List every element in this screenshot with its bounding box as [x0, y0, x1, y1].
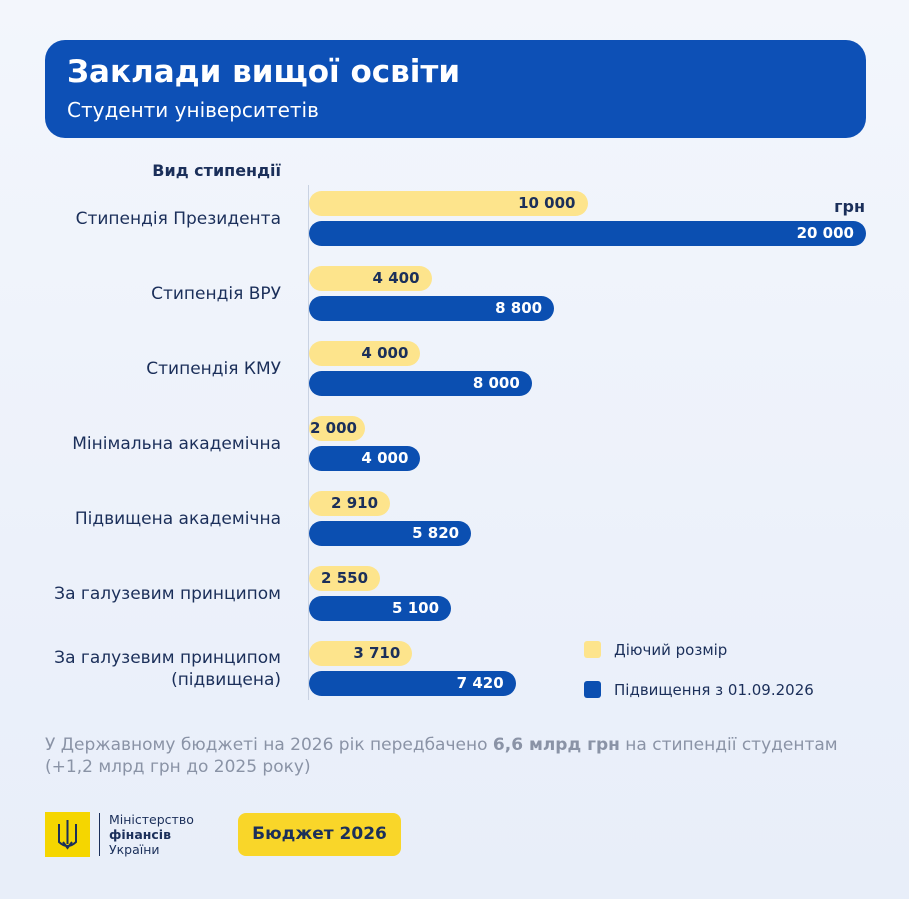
unit-label: грн: [834, 197, 865, 216]
budget-button[interactable]: Бюджет 2026: [238, 813, 401, 856]
value-label: 7 420: [456, 674, 504, 692]
logo-divider: [99, 813, 100, 856]
value-label: 2 550: [321, 569, 369, 587]
value-label: 2 910: [331, 494, 379, 512]
value-label: 3 710: [353, 644, 401, 662]
value-label: 5 100: [392, 599, 440, 617]
note-text: на стипендії студентам (+1,2 млрд грн до…: [45, 735, 838, 777]
bar: [309, 521, 472, 546]
bar: [309, 566, 381, 591]
category-label: За галузевим принципом: [54, 583, 281, 604]
logo-text: Міністерство фінансів України: [109, 812, 194, 857]
bar: [309, 446, 421, 471]
axis-label: Вид стипендії: [152, 161, 281, 180]
bar: [309, 671, 516, 696]
legend-label: Діючий розмір: [614, 641, 728, 659]
legend-swatch: [584, 641, 601, 658]
chart-title: Заклади вищої освіти: [67, 54, 461, 90]
bar: [309, 341, 421, 366]
value-label: 4 000: [361, 344, 409, 362]
category-label: За галузевим принципом (підвищена): [54, 647, 281, 690]
category-label: Стипендія ВРУ: [151, 283, 281, 304]
value-label: 2 000: [310, 419, 357, 437]
note-bold: 6,6 млрд грн: [492, 735, 620, 755]
axis-line: [308, 185, 309, 700]
note-text: У Державному бюджеті на 2026 рік передба…: [45, 735, 493, 755]
chart-subtitle: Студенти університетів: [67, 98, 319, 122]
bar: [309, 296, 555, 321]
bar: [309, 266, 432, 291]
value-label: 10 000: [518, 194, 576, 212]
value-label: 4 400: [372, 269, 420, 287]
bar: [309, 596, 452, 621]
bar: [309, 371, 532, 396]
logo-line: України: [109, 842, 160, 857]
value-label: 8 800: [495, 299, 543, 317]
bar: [309, 491, 391, 516]
value-label: 20 000: [796, 224, 854, 242]
footnote: У Державному бюджеті на 2026 рік передба…: [45, 734, 845, 778]
legend-label: Підвищення з 01.09.2026: [614, 681, 814, 699]
logo-mark: [45, 812, 90, 857]
trident: [58, 820, 77, 850]
legend-swatch: [584, 681, 601, 698]
header: Заклади вищої освіти Студенти університе…: [45, 40, 866, 138]
bar: [309, 191, 588, 216]
category-label: Мінімальна академічна: [72, 433, 281, 454]
value-label: 8 000: [472, 374, 520, 392]
bar: [309, 416, 365, 441]
category-label: Стипендія Президента: [75, 208, 281, 229]
value-label: 5 820: [412, 524, 460, 542]
logo-line: фінансів: [109, 827, 171, 842]
category-label: Підвищена академічна: [74, 508, 281, 529]
bar: [309, 221, 866, 246]
logo-line: Міністерство: [109, 812, 194, 827]
value-label: 4 000: [361, 449, 409, 467]
bar: [309, 641, 413, 666]
category-label: Стипендія КМУ: [146, 358, 281, 379]
